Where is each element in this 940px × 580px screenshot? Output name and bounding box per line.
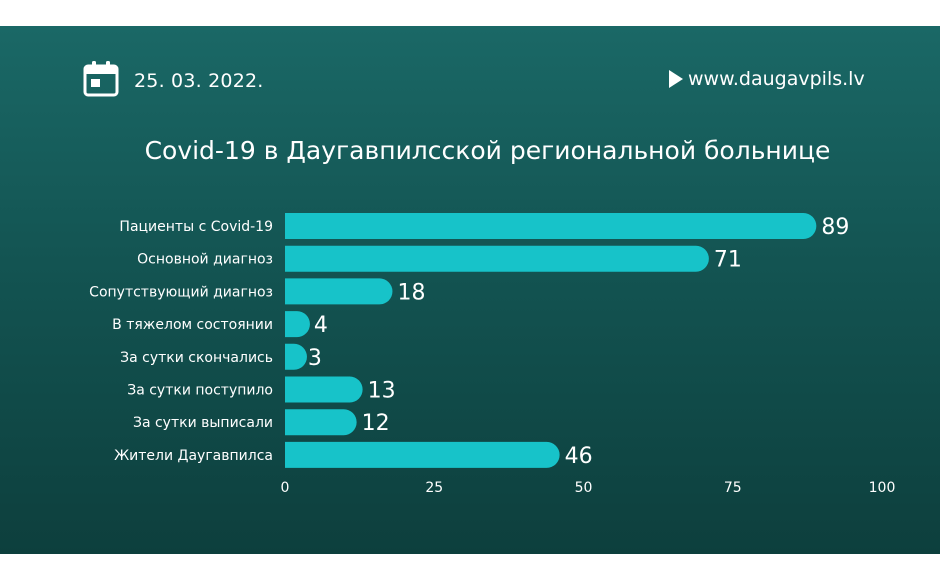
- website-url: www.daugavpils.lv: [688, 68, 865, 90]
- category-label: За сутки выписали: [133, 415, 273, 431]
- bar: [285, 311, 310, 338]
- bar: [285, 245, 709, 272]
- bar: [285, 278, 393, 305]
- value-label: 13: [368, 379, 396, 404]
- bar: [285, 441, 560, 468]
- bar: [285, 213, 817, 239]
- x-tick-label: 100: [869, 480, 896, 496]
- value-label: 89: [821, 215, 849, 240]
- value-label: 3: [308, 346, 322, 371]
- chart-title: Covid-19 в Даугавпилсской региональной б…: [144, 136, 831, 165]
- category-label: Жители Даугавпилса: [114, 448, 273, 464]
- bar: [285, 376, 363, 403]
- report-date: 25. 03. 2022.: [134, 70, 264, 92]
- website-link[interactable]: www.daugavpils.lv: [668, 68, 865, 90]
- x-tick-label: 0: [281, 480, 290, 496]
- category-label: Основной диагноз: [137, 252, 273, 268]
- value-label: 18: [397, 280, 425, 305]
- bar: [285, 409, 357, 436]
- value-label: 4: [314, 313, 328, 338]
- category-label: За сутки поступило: [127, 383, 273, 399]
- value-label: 12: [362, 411, 390, 436]
- calendar-icon: [83, 61, 119, 97]
- category-label: Пациенты с Covid-19: [119, 219, 273, 235]
- x-tick-label: 50: [575, 480, 593, 496]
- category-label: Сопутствующий диагноз: [89, 284, 273, 300]
- value-label: 71: [714, 248, 742, 273]
- bar: [285, 343, 307, 370]
- play-icon: [669, 70, 683, 88]
- x-tick-label: 75: [724, 480, 742, 496]
- category-label: За сутки скончались: [120, 350, 273, 366]
- category-label: В тяжелом состоянии: [112, 317, 273, 333]
- x-tick-label: 25: [425, 480, 443, 496]
- value-label: 46: [565, 444, 593, 469]
